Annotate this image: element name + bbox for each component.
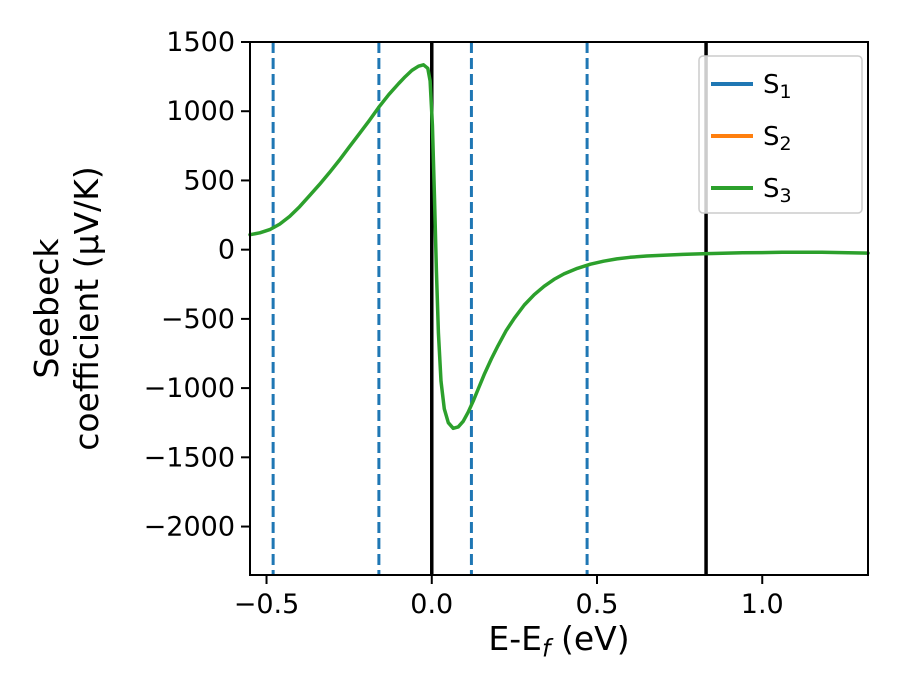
legend-frame [698,55,863,214]
legend: S1 S2 S3 [698,55,863,214]
x-axis-label: E-Ef (eV) [488,619,629,663]
legend-label-1: S1 [763,70,792,103]
plot-spines [249,41,869,576]
y-tick-label: −2000 [144,512,235,543]
x-axis: −0.5 0.0 0.5 1.0 [234,575,784,620]
x-tick-label: 0.5 [576,589,619,620]
legend-label-3: S3 [763,174,792,207]
y-tick-label: −1000 [144,373,235,404]
y-axis-label-line-1: Seebeck [27,238,66,379]
y-tick-label: 1500 [166,27,235,58]
y-tick-label: −1500 [144,442,235,473]
y-tick-label: −500 [161,304,235,335]
y-axis: 1500 1000 500 0 −500 −1000 −1500 −2000 [144,27,250,543]
legend-label-2: S2 [763,122,792,155]
x-tick-label: −0.5 [234,589,300,620]
y-tick-label: 0 [218,235,235,266]
y-tick-label: 1000 [166,96,235,127]
x-tick-label: 1.0 [741,589,784,620]
x-tick-label: 0.0 [410,589,453,620]
reference-vlines [271,42,708,575]
y-tick-label: 500 [183,165,235,196]
y-axis-label-line-2: coefficient (μV/K) [67,166,106,451]
series-line-S_3 [248,63,870,431]
